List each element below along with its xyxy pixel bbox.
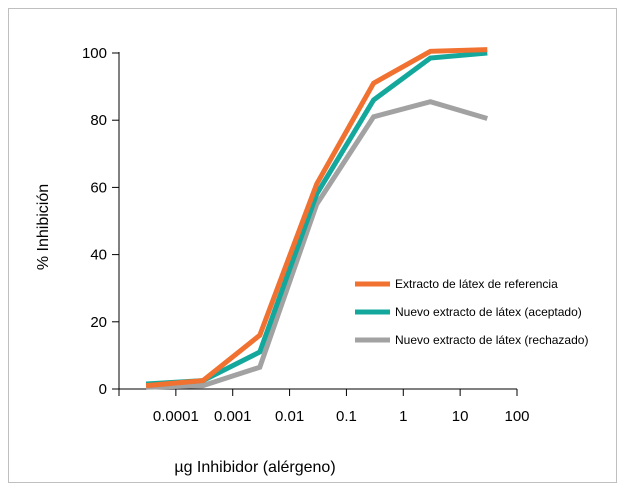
x-axis-title: µg Inhibidor (alérgeno) [174, 459, 335, 476]
y-axis: 0 20 40 60 80 100 [82, 45, 120, 398]
legend-label: Extracto de látex de referencia [395, 277, 558, 291]
y-tick-label: 20 [90, 314, 107, 331]
y-tick-label: 60 [90, 179, 107, 196]
inhibition-chart: 0 20 40 60 80 100 0.0001 0.001 0.01 0.1 1 10 100 Ex… [35, 45, 588, 476]
series-lines [145, 47, 489, 390]
legend: Extracto de látex de referencia Nuevo ext… [355, 277, 588, 347]
series-line-1 [145, 47, 488, 389]
x-tick-label: 0.0001 [153, 408, 199, 425]
x-tick-label: 1 [399, 408, 407, 425]
x-tick-label: 10 [452, 408, 469, 425]
y-tick-label: 100 [82, 45, 107, 62]
y-tick-label: 40 [90, 247, 107, 264]
y-axis-title: % Inhibición [35, 184, 52, 270]
x-tick-label: 0.001 [214, 408, 252, 425]
chart-frame: 0 20 40 60 80 100 0.0001 0.001 0.01 0.1 1 10 100 Ex… [8, 8, 617, 483]
x-tick-label: 0.1 [336, 408, 357, 425]
x-tick-label: 0.01 [275, 408, 304, 425]
x-tick-label: 100 [504, 408, 529, 425]
legend-label: Nuevo extracto de látex (rechazado) [395, 333, 588, 347]
y-tick-label: 0 [99, 381, 107, 398]
y-tick-label: 80 [90, 112, 107, 129]
series-line-3 [146, 99, 489, 390]
legend-label: Nuevo extracto de látex (aceptado) [395, 305, 582, 319]
x-axis: 0.0001 0.001 0.01 0.1 1 10 100 [118, 388, 530, 425]
